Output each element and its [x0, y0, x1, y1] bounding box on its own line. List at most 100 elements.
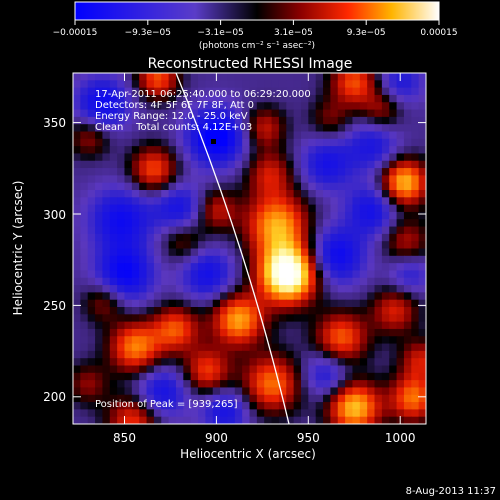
heatmap-cell	[249, 211, 258, 220]
heatmap-cell	[352, 102, 361, 111]
heatmap-cell	[330, 321, 339, 330]
heatmap-cell	[131, 277, 140, 286]
heatmap-cell	[381, 190, 390, 198]
heatmap-cell	[418, 197, 426, 206]
heatmap-cell	[168, 102, 177, 111]
heatmap-cell	[198, 138, 206, 147]
heatmap-cell	[175, 138, 184, 147]
heatmap-cell	[286, 116, 295, 125]
heatmap-cell	[345, 328, 354, 337]
heatmap-cell	[381, 321, 390, 330]
heatmap-cell	[256, 233, 265, 242]
heatmap-cell	[389, 153, 398, 162]
heatmap-cell	[95, 343, 104, 352]
heatmap-cell	[168, 277, 177, 286]
heatmap-cell	[249, 358, 258, 367]
heatmap-cell	[249, 387, 258, 396]
heatmap-cell	[183, 380, 192, 389]
heatmap-cell	[352, 343, 361, 352]
heatmap-cell	[198, 277, 206, 286]
heatmap-cell	[271, 241, 280, 250]
heatmap-cell	[161, 233, 170, 242]
heatmap-cell	[234, 197, 243, 206]
heatmap-cell	[330, 277, 339, 286]
heatmap-cell	[175, 190, 184, 198]
heatmap-cell	[131, 387, 140, 396]
heatmap-cell	[271, 116, 280, 125]
heatmap-cell	[87, 73, 96, 81]
heatmap-cell	[234, 204, 243, 213]
heatmap-cell	[389, 87, 398, 96]
heatmap-cell	[300, 380, 309, 389]
heatmap-cell	[271, 307, 280, 315]
heatmap-cell	[183, 328, 192, 337]
heatmap-cell	[337, 226, 346, 235]
heatmap-cell	[256, 241, 265, 250]
heatmap-cell	[220, 336, 229, 345]
heatmap-cell	[220, 350, 229, 359]
heatmap-cell	[73, 402, 81, 410]
heatmap-cell	[278, 94, 287, 103]
heatmap-cell	[102, 314, 111, 323]
heatmap-cell	[315, 219, 324, 228]
heatmap-cell	[80, 255, 89, 264]
heatmap-cell	[396, 277, 405, 286]
heatmap-cell	[175, 241, 184, 250]
heatmap-cell	[190, 263, 199, 272]
heatmap-cell	[352, 372, 361, 381]
heatmap-cell	[396, 138, 405, 147]
heatmap-cell	[359, 175, 368, 184]
heatmap-cell	[102, 109, 111, 118]
heatmap-cell	[80, 358, 89, 367]
heatmap-cell	[381, 124, 390, 133]
heatmap-cell	[183, 241, 192, 250]
heatmap-cell	[249, 321, 258, 330]
heatmap-cell	[102, 248, 111, 257]
heatmap-cell	[87, 248, 96, 257]
heatmap-cell	[278, 307, 287, 315]
heatmap-cell	[256, 204, 265, 213]
heatmap-cell	[117, 211, 126, 220]
heatmap-cell	[168, 358, 177, 367]
heatmap-cell	[124, 387, 133, 396]
heatmap-cell	[411, 277, 420, 286]
heatmap-cell	[337, 255, 346, 264]
heatmap-cell	[198, 285, 206, 293]
heatmap-cell	[264, 131, 273, 140]
heatmap-cell	[264, 358, 273, 367]
heatmap-cell	[95, 197, 104, 206]
heatmap-cell	[117, 138, 126, 147]
heatmap-cell	[212, 211, 221, 220]
heatmap-cell	[367, 73, 376, 81]
heatmap-cell	[264, 211, 273, 220]
heatmap-cell	[124, 372, 133, 381]
heatmap-cell	[374, 233, 383, 242]
heatmap-cell	[95, 241, 104, 250]
heatmap-cell	[161, 285, 170, 293]
heatmap-cell	[315, 131, 324, 140]
heatmap-cell	[168, 219, 177, 228]
heatmap-cell	[190, 372, 199, 381]
heatmap-cell	[389, 277, 398, 286]
heatmap-cell	[278, 204, 287, 213]
heatmap-cell	[190, 168, 199, 176]
heatmap-cell	[381, 248, 390, 257]
heatmap-cell	[212, 226, 221, 235]
heatmap-cell	[308, 211, 317, 220]
heatmap-cell	[367, 241, 376, 250]
heatmap-cell	[139, 168, 148, 176]
heatmap-cell	[278, 153, 287, 162]
heatmap-cell	[175, 285, 184, 293]
heatmap-cell	[352, 87, 361, 96]
heatmap-cell	[256, 116, 265, 125]
heatmap-cell	[256, 190, 265, 198]
heatmap-cell	[227, 73, 236, 81]
heatmap-cell	[242, 204, 251, 213]
heatmap-cell	[315, 285, 324, 293]
heatmap-cell	[153, 299, 162, 308]
heatmap-cell	[403, 102, 412, 111]
heatmap-cell	[139, 248, 148, 257]
heatmap-cell	[367, 394, 376, 403]
heatmap-cell	[367, 358, 376, 367]
heatmap-cell	[198, 131, 206, 140]
